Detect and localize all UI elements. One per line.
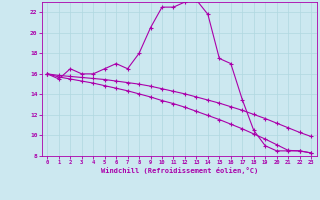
X-axis label: Windchill (Refroidissement éolien,°C): Windchill (Refroidissement éolien,°C) bbox=[100, 167, 258, 174]
